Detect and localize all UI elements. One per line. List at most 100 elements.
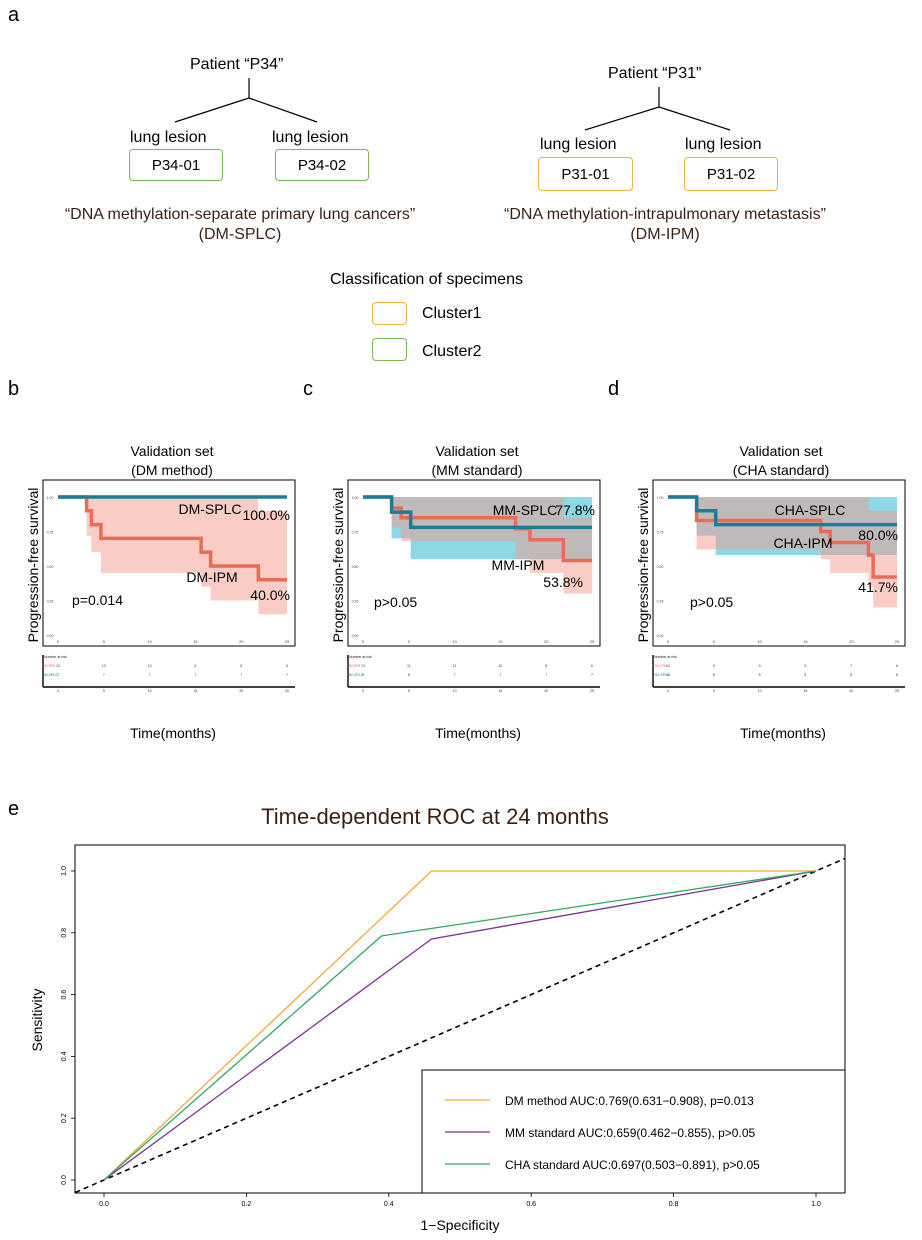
risk-value: 6: [896, 664, 898, 668]
km-title: Validation set: [435, 443, 518, 459]
km-ytick-label: 0.50: [352, 565, 359, 569]
panel-label-c: c: [303, 378, 313, 400]
panel-label-b: b: [8, 378, 20, 400]
km-xtick-label: 10: [757, 639, 762, 644]
km-xlabel: Time(months): [435, 725, 521, 741]
roc-legend-label: CHA standard AUC:0.697(0.503−0.891), p>0…: [505, 1158, 760, 1172]
panel-label-d: d: [608, 378, 620, 400]
risk-value: 9: [362, 673, 364, 677]
km-ci-band: [363, 497, 592, 594]
km-ytick-label: 1.00: [47, 496, 54, 500]
risk-time-label: 10: [758, 689, 762, 693]
risk-value: 7: [591, 673, 593, 677]
risk-value: 10: [56, 664, 60, 668]
lesion-title: lung lesion: [130, 129, 207, 146]
km-ytick-label: 0.75: [352, 531, 359, 535]
risk-value: 9: [759, 664, 761, 668]
risk-row-name: MM-SPLC: [347, 673, 364, 677]
km-ci-band: [58, 497, 287, 615]
risk-value: 10: [498, 664, 502, 668]
km-xtick-label: 25: [285, 639, 290, 644]
panel-label-a: a: [8, 4, 20, 26]
risk-value: 12: [666, 664, 670, 668]
km-end-value: 53.8%: [543, 574, 583, 590]
km-xtick-label: 20: [849, 639, 854, 644]
risk-value: 7: [454, 673, 456, 677]
risk-value: 13: [361, 664, 365, 668]
risk-time-label: 0: [57, 689, 59, 693]
km-series-label: MM-SPLC: [493, 502, 558, 518]
km-pvalue: p>0.05: [690, 594, 733, 610]
roc-legend-label: DM method AUC:0.769(0.631−0.908), p=0.01…: [505, 1094, 754, 1108]
roc-ytick-label: 1.0: [61, 866, 68, 876]
km-curve: [363, 495, 592, 530]
km-xtick-label: 0: [57, 639, 60, 644]
risk-row-name: CHA-SPLC: [652, 673, 670, 677]
diagnosis-right: “DNA methylation-intrapulmonary metastas…: [504, 206, 826, 223]
km-xtick-label: 10: [452, 639, 457, 644]
risk-value: 8: [896, 673, 898, 677]
risk-time-label: 10: [148, 689, 152, 693]
km-ytick-label: 0.75: [47, 531, 54, 535]
roc-ylabel: Sensitivity: [29, 988, 45, 1051]
risk-value: 7: [545, 673, 547, 677]
km-ytick-label: 0.00: [657, 634, 664, 638]
risk-value: 7: [286, 673, 288, 677]
roc-ytick-label: 0.2: [61, 1113, 68, 1123]
risk-time-label: 20: [239, 689, 243, 693]
risk-value: 7: [240, 673, 242, 677]
risk-row-name: DM-IPM: [42, 664, 55, 668]
risk-value: 8: [850, 673, 852, 677]
km-ytick-label: 1.00: [352, 496, 359, 500]
risk-value: 9: [804, 664, 806, 668]
risk-value: 7: [850, 664, 852, 668]
risk-value: 8: [804, 673, 806, 677]
abbrev-left: (DM-SPLC): [198, 226, 282, 243]
risk-value: 11: [453, 664, 457, 668]
lesion-title: lung lesion: [540, 136, 617, 153]
km-plot-frame: [652, 479, 906, 647]
km-xtick-label: 15: [498, 639, 503, 644]
roc-curve: [103, 870, 816, 1181]
roc-legend-label: MM standard AUC:0.659(0.462−0.855), p>0.…: [505, 1126, 755, 1140]
legend-swatch-cluster1: [372, 302, 407, 325]
roc-ytick-label: 0.0: [61, 1175, 68, 1185]
specimen-box: P34-01: [129, 149, 223, 181]
km-plot-frame: [42, 479, 296, 647]
risk-value: 11: [407, 664, 411, 668]
risk-value: 7: [57, 673, 59, 677]
km-xlabel: Time(months): [130, 725, 216, 741]
km-xtick-label: 5: [713, 639, 716, 644]
km-subtitle: (CHA standard): [733, 462, 829, 478]
risk-time-label: 0: [362, 689, 364, 693]
km-xtick-label: 15: [193, 639, 198, 644]
km-panel-c: Validation set (MM standard) Progression-f…: [330, 443, 601, 741]
risk-value: 7: [194, 673, 196, 677]
risk-row-name: MM-IPM: [347, 664, 360, 668]
roc-xtick-label: 0.6: [526, 1201, 536, 1208]
km-xtick-label: 0: [362, 639, 365, 644]
km-ytick-label: 1.00: [657, 496, 664, 500]
risk-time-label: 5: [713, 689, 715, 693]
specimen-box: P31-02: [684, 157, 778, 191]
roc-xtick-label: 0.4: [384, 1201, 394, 1208]
diagnosis-text: “DNA methylation-intrapulmonary metastas…: [450, 205, 880, 245]
risk-table-title: Number at risk: [654, 655, 677, 659]
km-ylabel: Progression-free survival: [635, 488, 651, 643]
km-pvalue: p>0.05: [374, 594, 417, 610]
risk-row-name: CHA-IPM: [652, 664, 667, 668]
risk-time-label: 0: [667, 689, 669, 693]
km-series-label: CHA-IPM: [773, 535, 832, 551]
km-curve: [668, 495, 897, 527]
risk-time-label: 5: [103, 689, 105, 693]
km-charts: Validation set (DM method) Progression-fre…: [25, 443, 906, 741]
risk-time-label: 25: [285, 689, 289, 693]
legend-label-cluster1: Cluster1: [422, 305, 482, 322]
km-ytick-label: 0.75: [657, 531, 664, 535]
roc-panel: Time-dependent ROC at 24 months 0.0 0.2 0.4…: [29, 804, 846, 1233]
roc-xtick-label: 0.2: [242, 1201, 252, 1208]
risk-value: 6: [286, 664, 288, 668]
risk-value: 9: [713, 664, 715, 668]
tree-lines: [174, 78, 731, 131]
roc-ytick-label: 0.8: [61, 928, 68, 938]
